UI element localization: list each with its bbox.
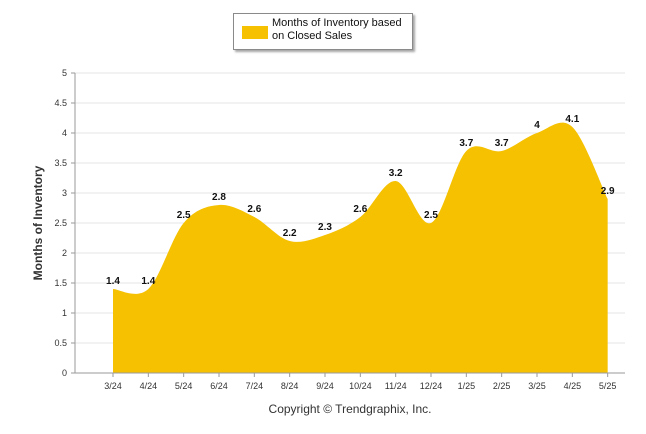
x-tick-label: 9/24	[316, 381, 334, 391]
y-tick-label: 5	[62, 68, 67, 78]
data-label: 2.2	[283, 228, 297, 239]
data-label: 4.1	[565, 114, 579, 125]
x-tick-label: 6/24	[210, 381, 228, 391]
data-label: 3.2	[389, 168, 403, 179]
y-tick-label: 4	[62, 128, 67, 138]
x-tick-label: 12/24	[420, 381, 443, 391]
y-axis-title: Months of Inventory	[31, 165, 45, 281]
y-tick-label: 0.5	[54, 338, 67, 348]
x-tick-label: 10/24	[349, 381, 372, 391]
copyright-footer: Copyright © Trendgraphix, Inc.	[268, 402, 432, 416]
data-label: 2.6	[353, 204, 367, 215]
data-label: 4	[534, 120, 540, 131]
data-label: 1.4	[106, 276, 120, 287]
data-label: 2.6	[247, 204, 261, 215]
legend-label: Months of Inventory based on Closed Sale…	[272, 17, 402, 42]
x-tick-label: 3/25	[528, 381, 546, 391]
chart-legend: Months of Inventory based on Closed Sale…	[233, 13, 413, 50]
x-tick-label: 3/24	[104, 381, 122, 391]
x-tick-label: 4/24	[140, 381, 158, 391]
y-tick-label: 1.5	[54, 278, 67, 288]
data-label: 3.7	[459, 138, 473, 149]
x-tick-label: 8/24	[281, 381, 299, 391]
x-tick-label: 5/24	[175, 381, 193, 391]
x-tick-label: 2/25	[493, 381, 511, 391]
x-tick-label: 5/25	[599, 381, 617, 391]
data-label: 1.4	[141, 276, 155, 287]
data-label: 2.8	[212, 192, 226, 203]
y-tick-label: 2.5	[54, 218, 67, 228]
x-tick-label: 11/24	[385, 381, 407, 391]
x-tick-label: 1/25	[458, 381, 476, 391]
area-series	[113, 122, 608, 373]
y-tick-label: 1	[62, 308, 67, 318]
data-label: 2.5	[177, 210, 191, 221]
legend-swatch	[242, 26, 268, 39]
y-tick-label: 3.5	[54, 158, 67, 168]
y-tick-label: 3	[62, 188, 67, 198]
y-tick-label: 0	[62, 368, 67, 378]
y-tick-label: 2	[62, 248, 67, 258]
y-tick-label: 4.5	[54, 98, 67, 108]
data-label: 3.7	[495, 138, 509, 149]
x-tick-label: 4/25	[564, 381, 582, 391]
data-label: 2.5	[424, 210, 438, 221]
x-tick-label: 7/24	[246, 381, 264, 391]
data-label: 2.3	[318, 222, 332, 233]
data-label: 2.9	[601, 186, 615, 197]
